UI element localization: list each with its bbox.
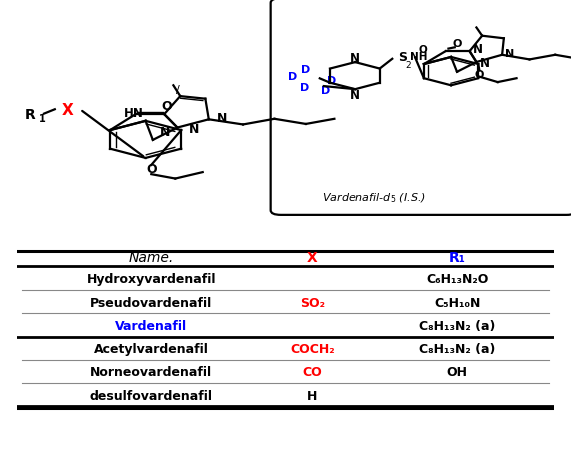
Text: N: N <box>159 126 170 139</box>
Text: X: X <box>62 102 73 118</box>
Text: Vardenafil: Vardenafil <box>115 319 187 332</box>
Text: S: S <box>398 50 407 63</box>
Text: HN: HN <box>124 106 144 119</box>
Text: desulfovardenafil: desulfovardenafil <box>90 389 213 402</box>
Text: O: O <box>475 69 484 79</box>
Text: C₆H₁₃N₂O: C₆H₁₃N₂O <box>426 273 488 285</box>
Text: O: O <box>162 100 172 113</box>
Text: N: N <box>505 50 514 59</box>
FancyBboxPatch shape <box>271 0 571 215</box>
Text: SO₂: SO₂ <box>300 296 325 309</box>
Text: D: D <box>288 72 297 82</box>
Text: C₈H₁₃N₂ (a): C₈H₁₃N₂ (a) <box>419 319 496 332</box>
Text: C₅H₁₀N: C₅H₁₀N <box>434 296 480 309</box>
Text: O: O <box>418 45 427 55</box>
Text: Vardenafil-d$_5$ (I.S.): Vardenafil-d$_5$ (I.S.) <box>322 190 426 204</box>
Text: R: R <box>25 107 35 121</box>
Text: Hydroxyvardenafil: Hydroxyvardenafil <box>87 273 216 285</box>
Text: H: H <box>307 389 317 402</box>
Text: OH: OH <box>447 366 468 379</box>
Text: Acetylvardenafil: Acetylvardenafil <box>94 342 209 355</box>
Text: N: N <box>350 89 360 102</box>
Text: 1: 1 <box>39 114 46 124</box>
Text: X: X <box>307 250 317 264</box>
Text: D: D <box>321 86 331 96</box>
Text: R₁: R₁ <box>449 250 466 264</box>
Text: N: N <box>473 43 482 56</box>
Text: N: N <box>350 52 360 65</box>
Text: D: D <box>327 76 336 85</box>
Text: /: / <box>175 85 179 95</box>
Text: D: D <box>300 83 309 93</box>
Text: Name.: Name. <box>128 250 174 264</box>
Text: 2: 2 <box>405 61 411 70</box>
Text: NH: NH <box>410 52 428 62</box>
Text: COCH₂: COCH₂ <box>290 342 335 355</box>
Text: D: D <box>301 65 310 74</box>
Text: N: N <box>480 57 489 70</box>
Text: N: N <box>189 123 199 136</box>
Text: Norneovardenafil: Norneovardenafil <box>90 366 212 379</box>
Text: C₈H₁₃N₂ (a): C₈H₁₃N₂ (a) <box>419 342 496 355</box>
Text: Pseudovardenafil: Pseudovardenafil <box>90 296 212 309</box>
Text: O: O <box>453 39 463 49</box>
Text: O: O <box>146 162 156 175</box>
Text: N: N <box>218 112 228 124</box>
Text: CO: CO <box>303 366 322 379</box>
